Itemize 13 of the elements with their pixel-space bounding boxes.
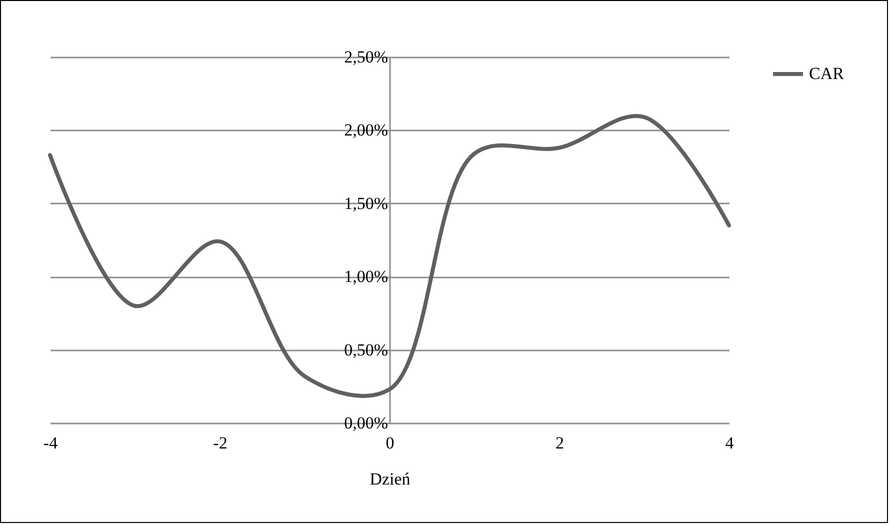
y-tick-label: 0,50% — [344, 340, 388, 360]
y-tick-label: 2,00% — [344, 120, 388, 140]
y-tick-label: 1,50% — [344, 194, 388, 213]
y-tick-label: 2,50% — [344, 48, 388, 66]
x-tick-label: 4 — [725, 434, 734, 452]
y-tick-label: 0,00% — [344, 414, 388, 432]
y-tick-label: 1,00% — [344, 267, 388, 286]
x-tick-label: -4 — [43, 434, 58, 452]
x-tick-label: -2 — [213, 434, 228, 452]
x-tick-label: 2 — [556, 434, 564, 452]
legend-label: CAR — [809, 64, 845, 83]
x-tick-label: 0 — [386, 434, 394, 452]
x-axis-title: Dzień — [370, 470, 411, 488]
